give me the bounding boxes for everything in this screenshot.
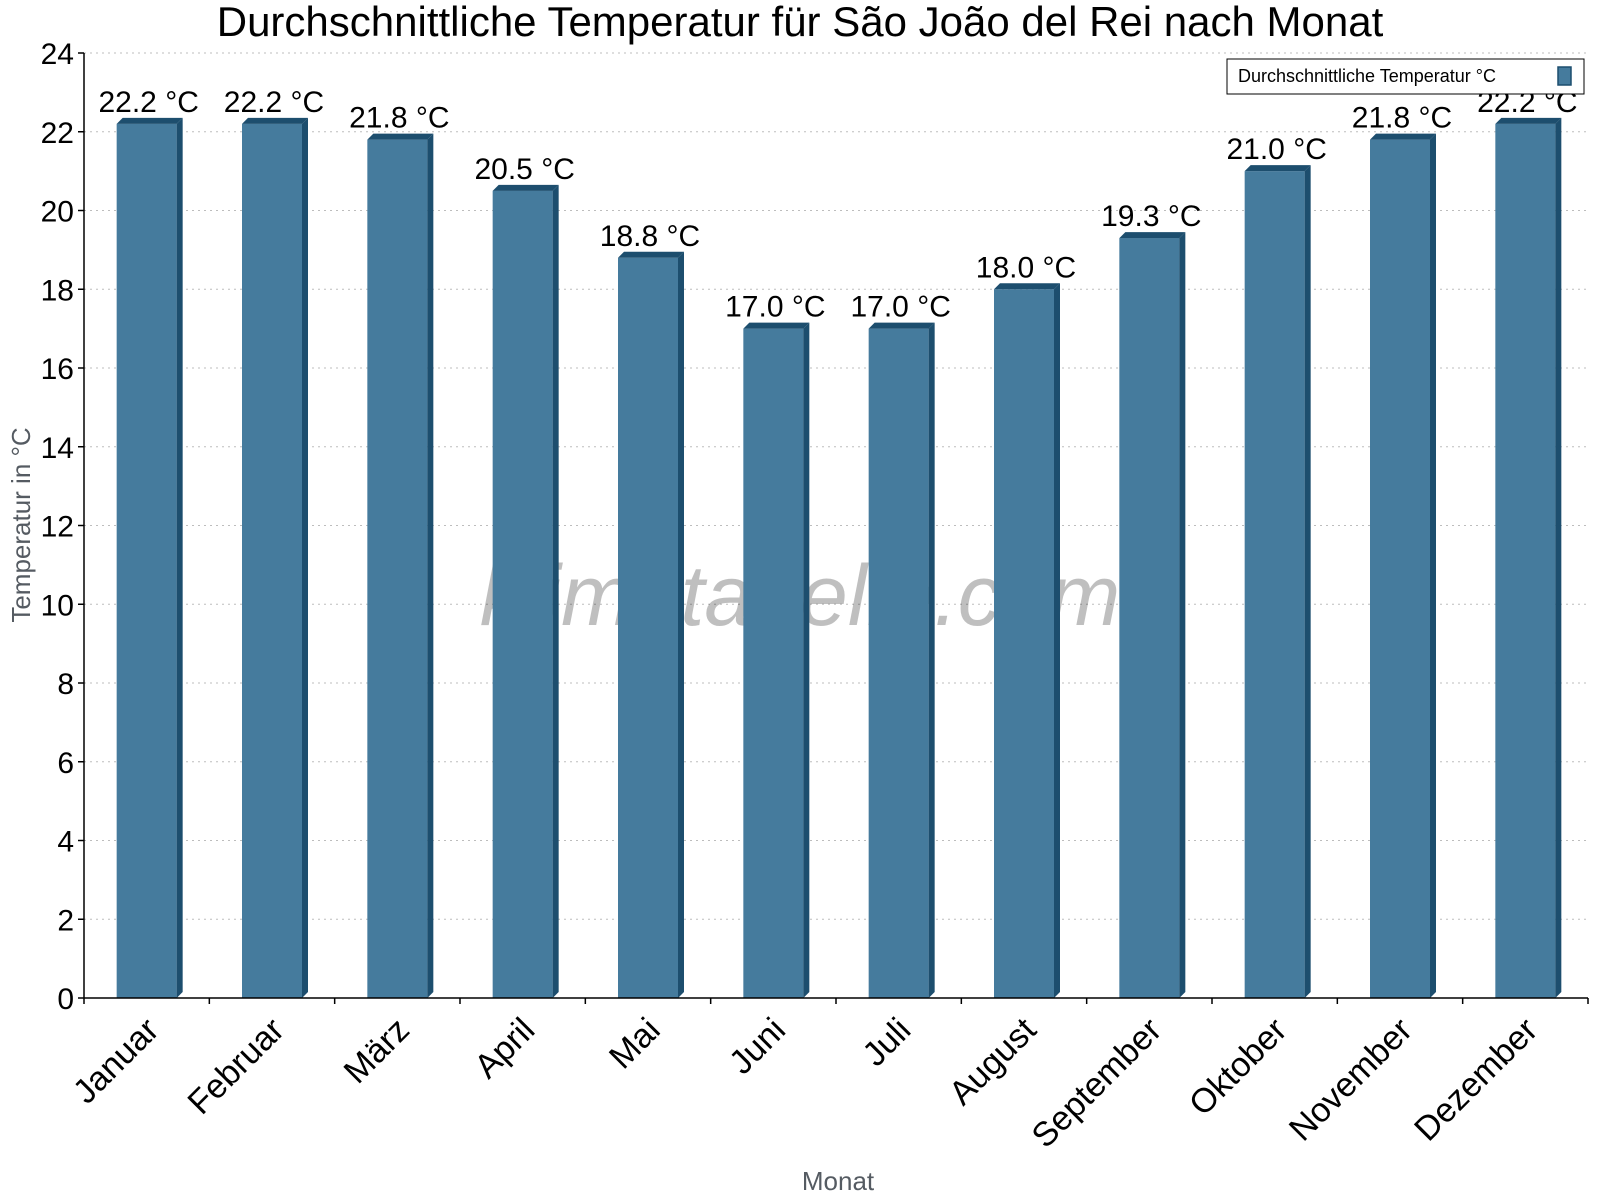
bar (492, 184, 559, 998)
bar-side (552, 184, 559, 998)
bar-side (1430, 133, 1436, 998)
data-label: 18.8 °C (600, 220, 700, 253)
y-tick-label: 14 (41, 432, 74, 465)
bar-face (1495, 123, 1556, 998)
bar-top (1244, 165, 1311, 172)
bar (994, 283, 1060, 998)
bar-face (1244, 171, 1305, 998)
bar-side (1304, 165, 1311, 998)
bar (242, 117, 308, 998)
legend-label: Durchschnittliche Temperatur °C (1238, 66, 1496, 86)
bar (868, 322, 935, 998)
bar-top (367, 133, 434, 140)
y-axis-title: Temperatur in °C (6, 427, 36, 622)
bar-side (427, 133, 434, 998)
bar (1370, 133, 1436, 998)
y-tick-label: 16 (41, 353, 74, 386)
x-ticks: Januar Februar März April Mai Juni Juli AugustS… (66, 998, 1589, 1155)
x-tick-label: Juni (722, 1011, 793, 1082)
data-label: 22.2 °C (98, 86, 198, 119)
bar-side (678, 251, 684, 998)
x-tick-label: Juli (855, 1011, 918, 1074)
bar-side (302, 117, 308, 998)
bar-side (928, 322, 935, 998)
y-tick-label: 12 (41, 511, 74, 544)
bar-top (618, 251, 684, 258)
bar-face (1370, 139, 1430, 998)
bar-top (743, 322, 810, 329)
bar-top (242, 117, 308, 124)
bar (1495, 117, 1562, 998)
data-label: 18.0 °C (976, 251, 1076, 284)
bar-side (803, 322, 810, 998)
x-axis-title: Monat (802, 1166, 875, 1196)
x-tick-label: August (942, 1010, 1044, 1112)
x-tick-label: Dezember (1407, 1011, 1545, 1149)
y-tick-label: 20 (41, 196, 74, 229)
bar-top (1119, 232, 1186, 239)
bars (116, 117, 1562, 998)
bar-face (242, 123, 302, 998)
bar (1244, 165, 1311, 998)
y-tick-label: 0 (57, 983, 74, 1016)
chart-title: Durchschnittliche Temperatur für São Joã… (217, 0, 1384, 45)
bar-face (367, 139, 428, 998)
x-tick-label: Oktober (1182, 1011, 1294, 1123)
legend-swatch (1557, 66, 1572, 86)
grid-lines (84, 52, 1588, 920)
bar (618, 251, 684, 998)
data-label: 17.0 °C (850, 291, 950, 324)
x-tick-label: November (1282, 1011, 1420, 1149)
bar-top (492, 184, 559, 191)
y-tick-label: 18 (41, 274, 74, 307)
data-label: 21.8 °C (1352, 102, 1452, 135)
bar-top (1495, 117, 1562, 124)
x-tick-label: März (337, 1011, 417, 1091)
data-label: 17.0 °C (725, 291, 825, 324)
data-label: 22.2 °C (224, 86, 324, 119)
y-tick-label: 2 (57, 904, 74, 937)
bar-face (116, 123, 177, 998)
bar-face (994, 289, 1054, 998)
bar (116, 117, 183, 998)
y-tick-label: 10 (41, 589, 74, 622)
bar-side (1555, 117, 1562, 998)
bar-side (1179, 232, 1186, 998)
x-tick-label: April (467, 1011, 542, 1086)
data-label: 21.8 °C (349, 102, 449, 135)
legend-box (1226, 58, 1585, 95)
bar-face (868, 328, 929, 998)
bar-face (618, 257, 678, 998)
x-tick-label: September (1025, 1011, 1169, 1155)
data-label: 21.0 °C (1226, 133, 1326, 166)
y-tick-label: 24 (41, 38, 74, 71)
bar-face (743, 328, 804, 998)
bar (743, 322, 810, 998)
bar-top (116, 117, 183, 124)
bar-top (994, 283, 1060, 290)
bar-face (1119, 238, 1180, 998)
y-tick-label: 8 (57, 668, 74, 701)
bar-side (1054, 283, 1060, 998)
y-tick-label: 6 (57, 747, 74, 780)
bar-top (1370, 133, 1436, 140)
x-tick-label: Februar (181, 1011, 292, 1122)
x-tick-label: Januar (66, 1011, 166, 1111)
data-label: 20.5 °C (474, 153, 574, 186)
y-tick-label: 22 (41, 117, 74, 150)
data-labels: 22.2 °C 22.2 °C 21.8 °C 20.5 °C 18.8 °C 17.0 … (98, 86, 1577, 324)
legend: Durchschnittliche Temperatur °C (1226, 58, 1585, 95)
data-label: 19.3 °C (1101, 200, 1201, 233)
bar-top (868, 322, 935, 329)
bar-side (176, 117, 183, 998)
bar-face (492, 190, 553, 998)
x-tick-label: Mai (602, 1011, 668, 1077)
y-tick-label: 4 (57, 826, 74, 859)
bar (367, 133, 434, 998)
bar (1119, 232, 1186, 998)
